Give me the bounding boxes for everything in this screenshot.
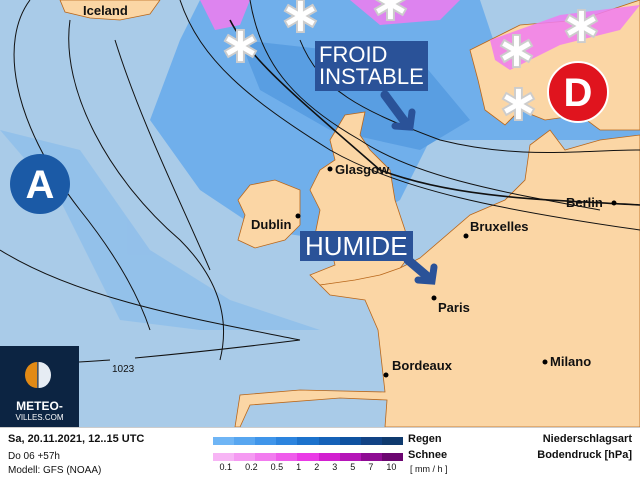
scale-swatch [276,437,298,445]
scale-swatch [360,453,382,461]
city-milano: Milano [550,354,591,369]
scale-swatch [234,453,256,461]
snowflake-icon: ✱ [500,81,537,130]
annotation-line: INSTABLE [319,64,424,89]
scale-tick: 0.2 [245,462,258,472]
city-iceland: Iceland [83,3,128,18]
scale-swatch [255,453,277,461]
rain-color-scale [213,437,403,445]
city-bruxelles: Bruxelles [470,219,529,234]
scale-swatch [276,453,298,461]
snow-area [200,0,640,70]
city-bordeaux: Bordeaux [392,358,453,373]
land-iceland [59,0,161,21]
snowflake-icons: ✱ ✱ ✱ ✱ ✱ ✱ [222,0,600,130]
legend: Sa, 20.11.2021, 12..15 UTC Do 06 +57h Mo… [0,427,640,479]
scale-tick: 7 [368,462,374,472]
land-continent [234,129,640,427]
logo-text: VILLES.COM [15,413,64,422]
legend-title-pressure: Bodendruck [hPa] [537,449,632,461]
scale-tick: 5 [350,462,356,472]
scale-swatch [297,453,319,461]
snow-color-scale [213,453,403,461]
scale-swatch [297,437,319,445]
scale-swatch [318,437,340,445]
scale-swatch [213,453,235,461]
snowflake-icon: ✱ [372,0,409,30]
snow-label: Schnee [408,449,448,461]
scale-swatch [255,437,277,445]
model-info: Modell: GFS (NOAA) [8,465,102,476]
scale-swatch [339,437,361,445]
snowflake-icon: ✱ [282,0,319,42]
isobar-label: 1023 [112,364,135,375]
scale-tick: 0.5 [270,462,284,472]
scale-tick: 0.1 [219,462,233,472]
high-pressure-label: A [26,163,55,207]
scale-swatch [360,437,382,445]
city-glasgow: Glasgow [335,162,390,177]
annotation-froid-instable: FROID INSTABLE [315,41,428,91]
city-paris: Paris [438,300,470,315]
low-pressure-label: D [564,71,593,115]
city-berlin: Berlin [566,195,603,210]
scale-tick: 3 [332,462,338,472]
snowflake-icon: ✱ [563,3,600,52]
scale-swatch [318,453,340,461]
land-ireland [237,179,301,249]
scale-swatch [234,437,256,445]
unit-label: [ mm / h ] [410,464,448,474]
city-dublin: Dublin [251,217,291,232]
scale-swatch [339,453,361,461]
arrow-icons [380,90,438,285]
scale-swatch [213,437,235,445]
logo-text: METEO- [16,399,63,413]
low-pressure-icon [547,61,609,123]
datetime: Sa, 20.11.2021, 12..15 UTC [8,433,145,445]
logo: METEO- VILLES.COM [0,346,79,427]
snowflake-icon: ✱ [222,23,259,72]
annotation-line: FROID [319,42,388,67]
scale-tick: 10 [386,462,397,472]
scale-swatch [381,453,403,461]
logo-icon [25,362,51,388]
scale-ticks: 0.1 0.2 0.5 1 2 3 5 7 10 [213,462,403,472]
run-info: Do 06 +57h [8,451,60,462]
scale-tick: 2 [314,462,320,472]
scale-tick: 1 [296,462,302,472]
high-pressure-icon [10,154,70,214]
rain-label: Regen [408,433,442,445]
legend-title-type: Niederschlagsart [542,433,632,445]
city-labels: Iceland Glasgow Dublin Bruxelles Berlin … [83,3,617,378]
scale-swatch [381,437,403,445]
snowflake-icon: ✱ [498,28,535,77]
annotation-humide: HUMIDE [300,231,413,261]
